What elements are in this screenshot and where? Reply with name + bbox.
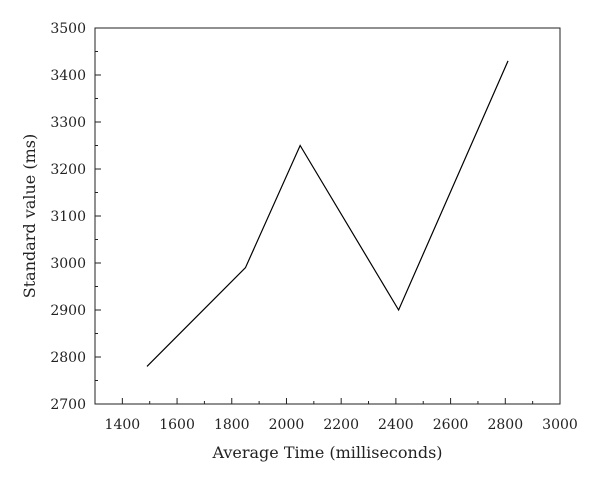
x-axis-title: Average Time (milliseconds) (211, 443, 442, 462)
x-tick-label: 2200 (323, 417, 359, 433)
x-tick-label: 3000 (542, 417, 578, 433)
x-tick-label: 1400 (105, 417, 141, 433)
y-tick-label: 2700 (50, 397, 86, 413)
x-tick-label: 2600 (433, 417, 469, 433)
x-tick-label: 2000 (269, 417, 305, 433)
y-tick-label: 3400 (50, 68, 86, 84)
y-tick-label: 3300 (50, 115, 86, 131)
y-tick-label: 3500 (50, 21, 86, 37)
x-tick-label: 1600 (159, 417, 195, 433)
series-layer (146, 60, 509, 367)
y-axis-ticks: 2700 2800 2900 3000 3100 3200 3300 3400 3500 (50, 21, 101, 413)
x-tick-label: 2400 (378, 417, 414, 433)
y-tick-label: 3000 (50, 256, 86, 272)
y-tick-label: 2800 (50, 350, 86, 366)
y-tick-label: 3100 (50, 209, 86, 225)
x-tick-label: 2800 (487, 417, 523, 433)
y-tick-label: 3200 (50, 162, 86, 178)
plot-area-frame (94, 27, 561, 405)
x-tick-label: 1800 (214, 417, 250, 433)
y-axis-title: Standard value (ms) (20, 134, 39, 298)
series-line (146, 60, 509, 367)
y-tick-label: 2900 (50, 303, 86, 319)
x-axis-ticks: 1400 1600 1800 2000 2200 2400 2600 2800 3000 (105, 398, 578, 433)
